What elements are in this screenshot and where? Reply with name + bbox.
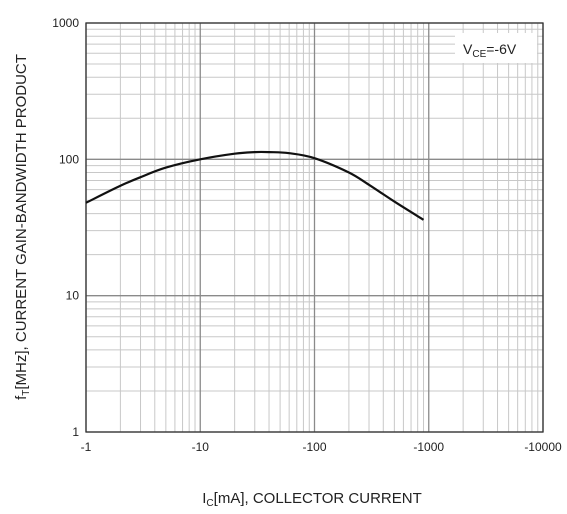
y-axis-label-sub: T — [21, 390, 32, 396]
annotation-sub: CE — [472, 49, 486, 60]
x-axis-label-main: I — [202, 490, 206, 507]
y-tick-label: 1000 — [52, 16, 79, 30]
x-tick-label: -1000 — [413, 440, 444, 454]
annotation-rest: =-6V — [486, 41, 517, 57]
x-tick-label: -1 — [81, 440, 92, 454]
y-tick-label: 1 — [72, 425, 79, 439]
x-axis-label-rest: [mA], COLLECTOR CURRENT — [214, 490, 422, 507]
x-axis-label-sub: C — [206, 498, 213, 509]
y-tick-label: 100 — [59, 152, 79, 166]
annotation-main: V — [463, 41, 473, 57]
y-axis-label-rest: [MHz], CURRENT GAIN-BANDWIDTH PRODUCT — [13, 54, 30, 390]
y-tick-labels: 1000 100 10 1 — [52, 16, 79, 439]
minor-grid — [86, 23, 543, 432]
y-axis-label: fT[MHz], CURRENT GAIN-BANDWIDTH PRODUCT — [13, 54, 32, 400]
x-tick-label: -10 — [192, 440, 210, 454]
y-tick-label: 10 — [66, 289, 80, 303]
x-tick-labels: -1 -10 -100 -1000 -10000 — [81, 440, 562, 454]
x-axis-label: IC[mA], COLLECTOR CURRENT — [202, 490, 422, 509]
series-line — [85, 150, 425, 221]
x-tick-label: -10000 — [524, 440, 562, 454]
plot-frame — [85, 22, 544, 433]
annotation-background — [455, 33, 537, 63]
y-axis-label-main: f — [13, 395, 30, 400]
x-tick-label: -100 — [302, 440, 326, 454]
annotation-label: VCE=-6V — [463, 41, 517, 60]
